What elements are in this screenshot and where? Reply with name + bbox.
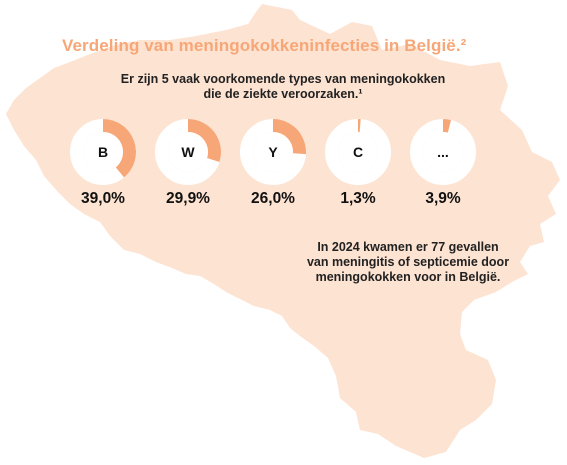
pct-label-other: 3,9% (425, 190, 461, 207)
donut-label-w: W (181, 144, 195, 160)
donut-segment-y (273, 119, 306, 155)
chart-title: Verdeling van meningokokkeninfecties in … (62, 36, 467, 55)
pct-label-b: 39,0% (81, 190, 125, 207)
donut-segment-b (103, 119, 136, 178)
pct-label-w: 29,9% (166, 190, 210, 207)
donut-hole-other (423, 132, 463, 172)
donut-label-b: B (98, 144, 108, 160)
pct-label-c: 1,3% (340, 190, 376, 207)
donut-segment-other (443, 119, 452, 133)
donut-segment-w (188, 119, 222, 163)
note-line-2: van meningitis of septicemie door (306, 255, 510, 269)
pct-label-y: 26,0% (251, 190, 295, 207)
donut-label-c: C (353, 144, 363, 160)
annotation-note: In 2024 kwamen er 77 gevallen van mening… (288, 240, 528, 285)
donut-label-y: Y (268, 144, 278, 160)
donut-hole-b (83, 132, 123, 172)
donut-hole-w (168, 132, 208, 172)
donut-label-other: ... (437, 144, 449, 160)
subtitle-line-1: Er zijn 5 vaak voorkomende types van men… (120, 72, 446, 86)
subtitle-line-2: die de ziekte veroorzaken.¹ (203, 87, 363, 101)
donut-hole-y (253, 132, 293, 172)
donut-segment-c (358, 119, 361, 133)
donut-hole-c (338, 132, 378, 172)
note-line-3: meningokokken voor in België. (315, 270, 501, 284)
belgium-map-shape (6, 4, 560, 458)
note-line-1: In 2024 kwamen er 77 gevallen (317, 240, 499, 254)
chart-subtitle: Er zijn 5 vaak voorkomende types van men… (58, 72, 508, 102)
